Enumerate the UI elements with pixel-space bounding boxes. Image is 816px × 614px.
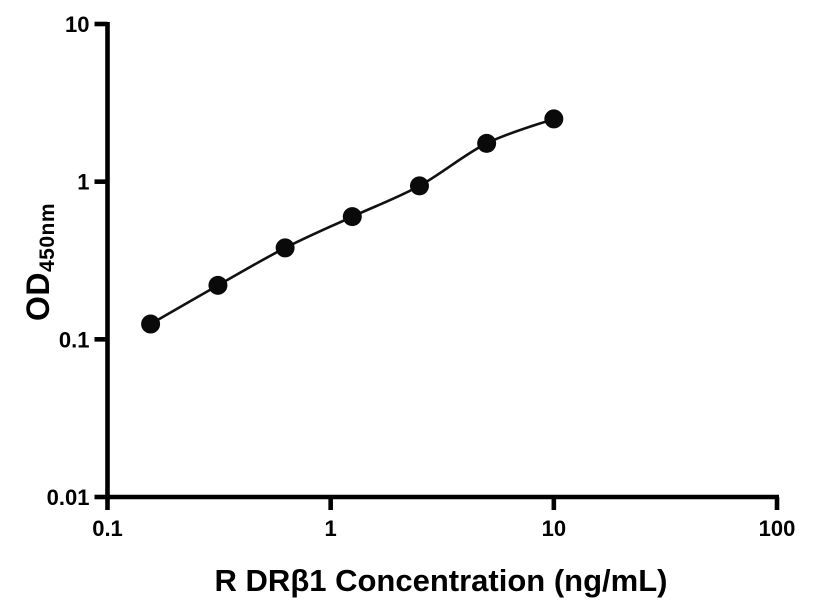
x-tick-label: 10 (542, 516, 566, 541)
y-tick-label: 1 (77, 170, 89, 195)
y-axis-title: OD450nm (20, 203, 59, 322)
x-tick-label: 100 (759, 516, 796, 541)
y-tick-label: 0.01 (47, 485, 90, 510)
data-point (342, 207, 362, 227)
axis-spine (105, 22, 779, 500)
data-point (275, 238, 295, 258)
data-point (409, 176, 429, 196)
data-point (141, 314, 161, 334)
y-tick-label: 0.1 (59, 327, 90, 352)
y-axis-title-main: OD (20, 272, 56, 322)
x-axis-title: R DRβ1 Concentration (ng/mL) (214, 563, 668, 598)
data-point (544, 109, 564, 129)
x-tick-label: 0.1 (92, 516, 123, 541)
data-point (208, 275, 228, 295)
series-layer (141, 109, 564, 334)
data-point (477, 133, 497, 153)
x-tick-label: 1 (325, 516, 337, 541)
y-axis-title-subscript: 450nm (36, 202, 59, 273)
y-tick-label: 10 (65, 12, 89, 37)
